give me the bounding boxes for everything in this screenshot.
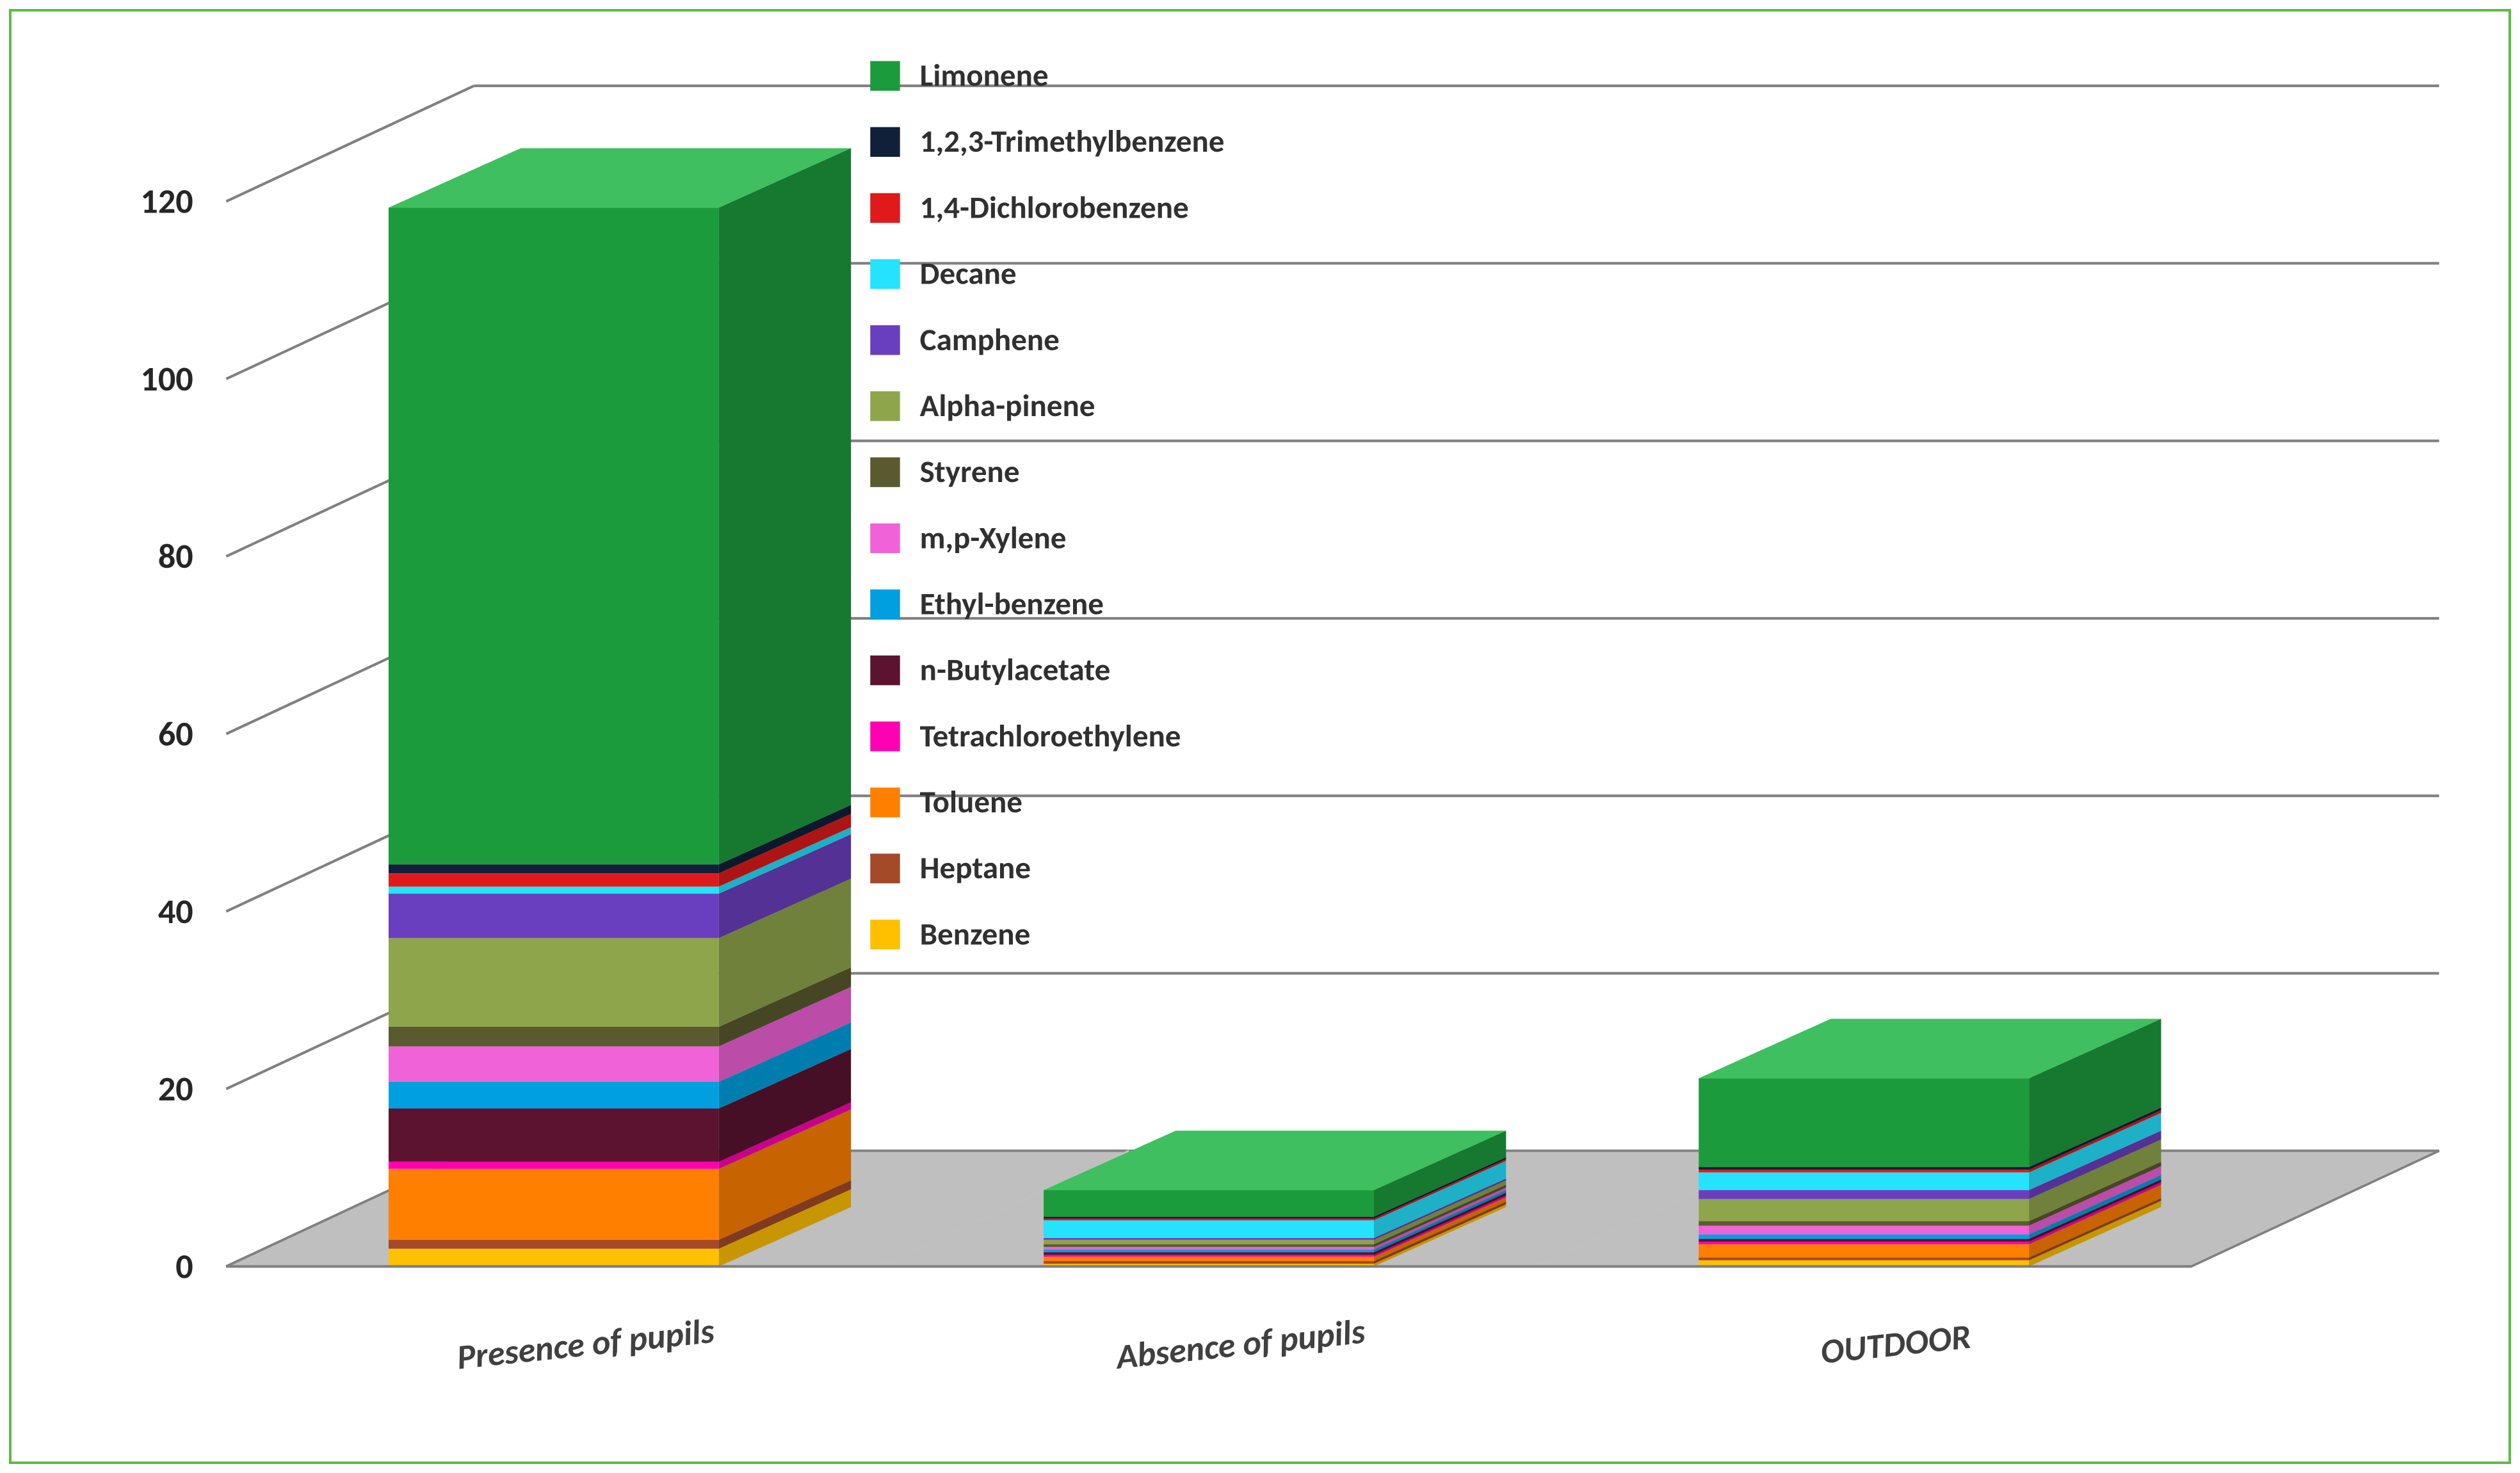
bar-segment-front — [389, 1169, 719, 1240]
bar-column — [1699, 1019, 2161, 1267]
bar-segment-front — [1699, 1170, 2029, 1172]
legend-swatch — [870, 325, 900, 355]
bar-segment-front — [1044, 1240, 1374, 1244]
legend-swatch — [870, 457, 900, 487]
y-tick-label: 20 — [158, 1067, 193, 1110]
bar-segment-front — [1044, 1218, 1374, 1220]
legend-label: Styrene — [920, 453, 1020, 491]
chart-frame: 0 20 40 60 80 100 120 Presence of pupils Absence… — [9, 9, 2511, 1464]
bar-segment-side — [719, 148, 851, 864]
legend-label: m,p-Xylene — [920, 519, 1067, 557]
bar-segment-front — [1699, 1241, 2029, 1244]
bar-segment-front — [1699, 1239, 2029, 1241]
legend-label: Decane — [920, 255, 1017, 293]
legend-swatch — [870, 193, 900, 223]
bar-segment-front — [389, 864, 719, 873]
y-tick-label: 60 — [158, 712, 193, 755]
bar-segment-front — [1044, 1217, 1374, 1219]
legend-label: Benzene — [920, 915, 1031, 953]
legend-label: Limonene — [920, 56, 1049, 95]
legend-label: Camphene — [920, 321, 1060, 359]
bar-segment-front — [1044, 1250, 1374, 1252]
gridline-oblique — [226, 86, 474, 202]
legend-label: Alpha-pinene — [920, 387, 1095, 425]
bar-segment-front — [1044, 1238, 1374, 1240]
bar-segment-front — [389, 1027, 719, 1047]
bar-segment-front — [1699, 1167, 2029, 1170]
bar-segment-front — [389, 938, 719, 1027]
legend-swatch — [870, 590, 900, 619]
bar-segment-front — [1699, 1226, 2029, 1235]
legend-swatch — [870, 853, 900, 883]
category-label: OUTDOOR — [1818, 1315, 1973, 1373]
y-tick-label: 120 — [140, 180, 193, 223]
bar-segment-front — [1699, 1078, 2029, 1167]
bar-segment-front — [389, 873, 719, 887]
y-tick-label: 0 — [175, 1244, 193, 1287]
bar-segment-front — [1044, 1255, 1374, 1257]
bar-segment-front — [1699, 1199, 2029, 1221]
bar-segment-front — [389, 894, 719, 938]
bar-segment-front — [389, 1249, 719, 1267]
y-tick-label: 80 — [158, 535, 193, 577]
bar-segment-front — [1699, 1244, 2029, 1258]
legend-swatch — [870, 259, 900, 289]
category-label: Presence of pupils — [455, 1309, 716, 1379]
bar-segment-front — [389, 1082, 719, 1109]
bar-segment-front — [389, 887, 719, 894]
legend-label: Toluene — [920, 783, 1022, 821]
legend-swatch — [870, 61, 900, 90]
legend-label: Tetrachloroethylene — [920, 717, 1181, 755]
y-tick-label: 100 — [140, 357, 193, 400]
legend-swatch — [870, 524, 900, 553]
legend-label: Heptane — [920, 849, 1031, 887]
legend-label: n-Butylacetate — [920, 651, 1111, 689]
legend-label: 1,2,3-Trimethylbenzene — [920, 122, 1225, 161]
stacked-bar-3d-chart: 0 20 40 60 80 100 120 Presence of pupils Absence… — [12, 12, 2508, 1461]
legend-label: Ethyl-benzene — [920, 584, 1104, 623]
legend-swatch — [870, 920, 900, 949]
bar-segment-front — [1044, 1257, 1374, 1261]
bar-segment-front — [1044, 1190, 1374, 1217]
bar-segment-front — [1699, 1190, 2029, 1199]
legend-swatch — [870, 787, 900, 817]
legend-label: 1,4-Dichlorobenzene — [920, 188, 1189, 227]
bar-segment-front — [1044, 1261, 1374, 1264]
bar-segment-front — [1044, 1247, 1374, 1250]
bar-segment-front — [389, 1046, 719, 1081]
legend-swatch — [870, 656, 900, 685]
bar-segment-front — [389, 1109, 719, 1162]
bar-segment-front — [1044, 1252, 1374, 1255]
bar-segment-front — [1044, 1220, 1374, 1238]
y-tick-label: 40 — [158, 890, 193, 933]
bar-segment-front — [389, 1162, 719, 1169]
bar-segment-front — [1699, 1172, 2029, 1190]
bar-segment-front — [389, 1240, 719, 1249]
legend-swatch — [870, 127, 900, 157]
bar-segment-front — [1699, 1234, 2029, 1239]
bar-segment-front — [1044, 1244, 1374, 1247]
bar-column — [389, 148, 851, 1266]
category-label: Absence of pupils — [1113, 1309, 1368, 1378]
legend-swatch — [870, 721, 900, 751]
legend-swatch — [870, 391, 900, 421]
bar-segment-front — [1699, 1221, 2029, 1226]
bar-segment-front — [1699, 1257, 2029, 1260]
bar-segment-front — [389, 207, 719, 864]
